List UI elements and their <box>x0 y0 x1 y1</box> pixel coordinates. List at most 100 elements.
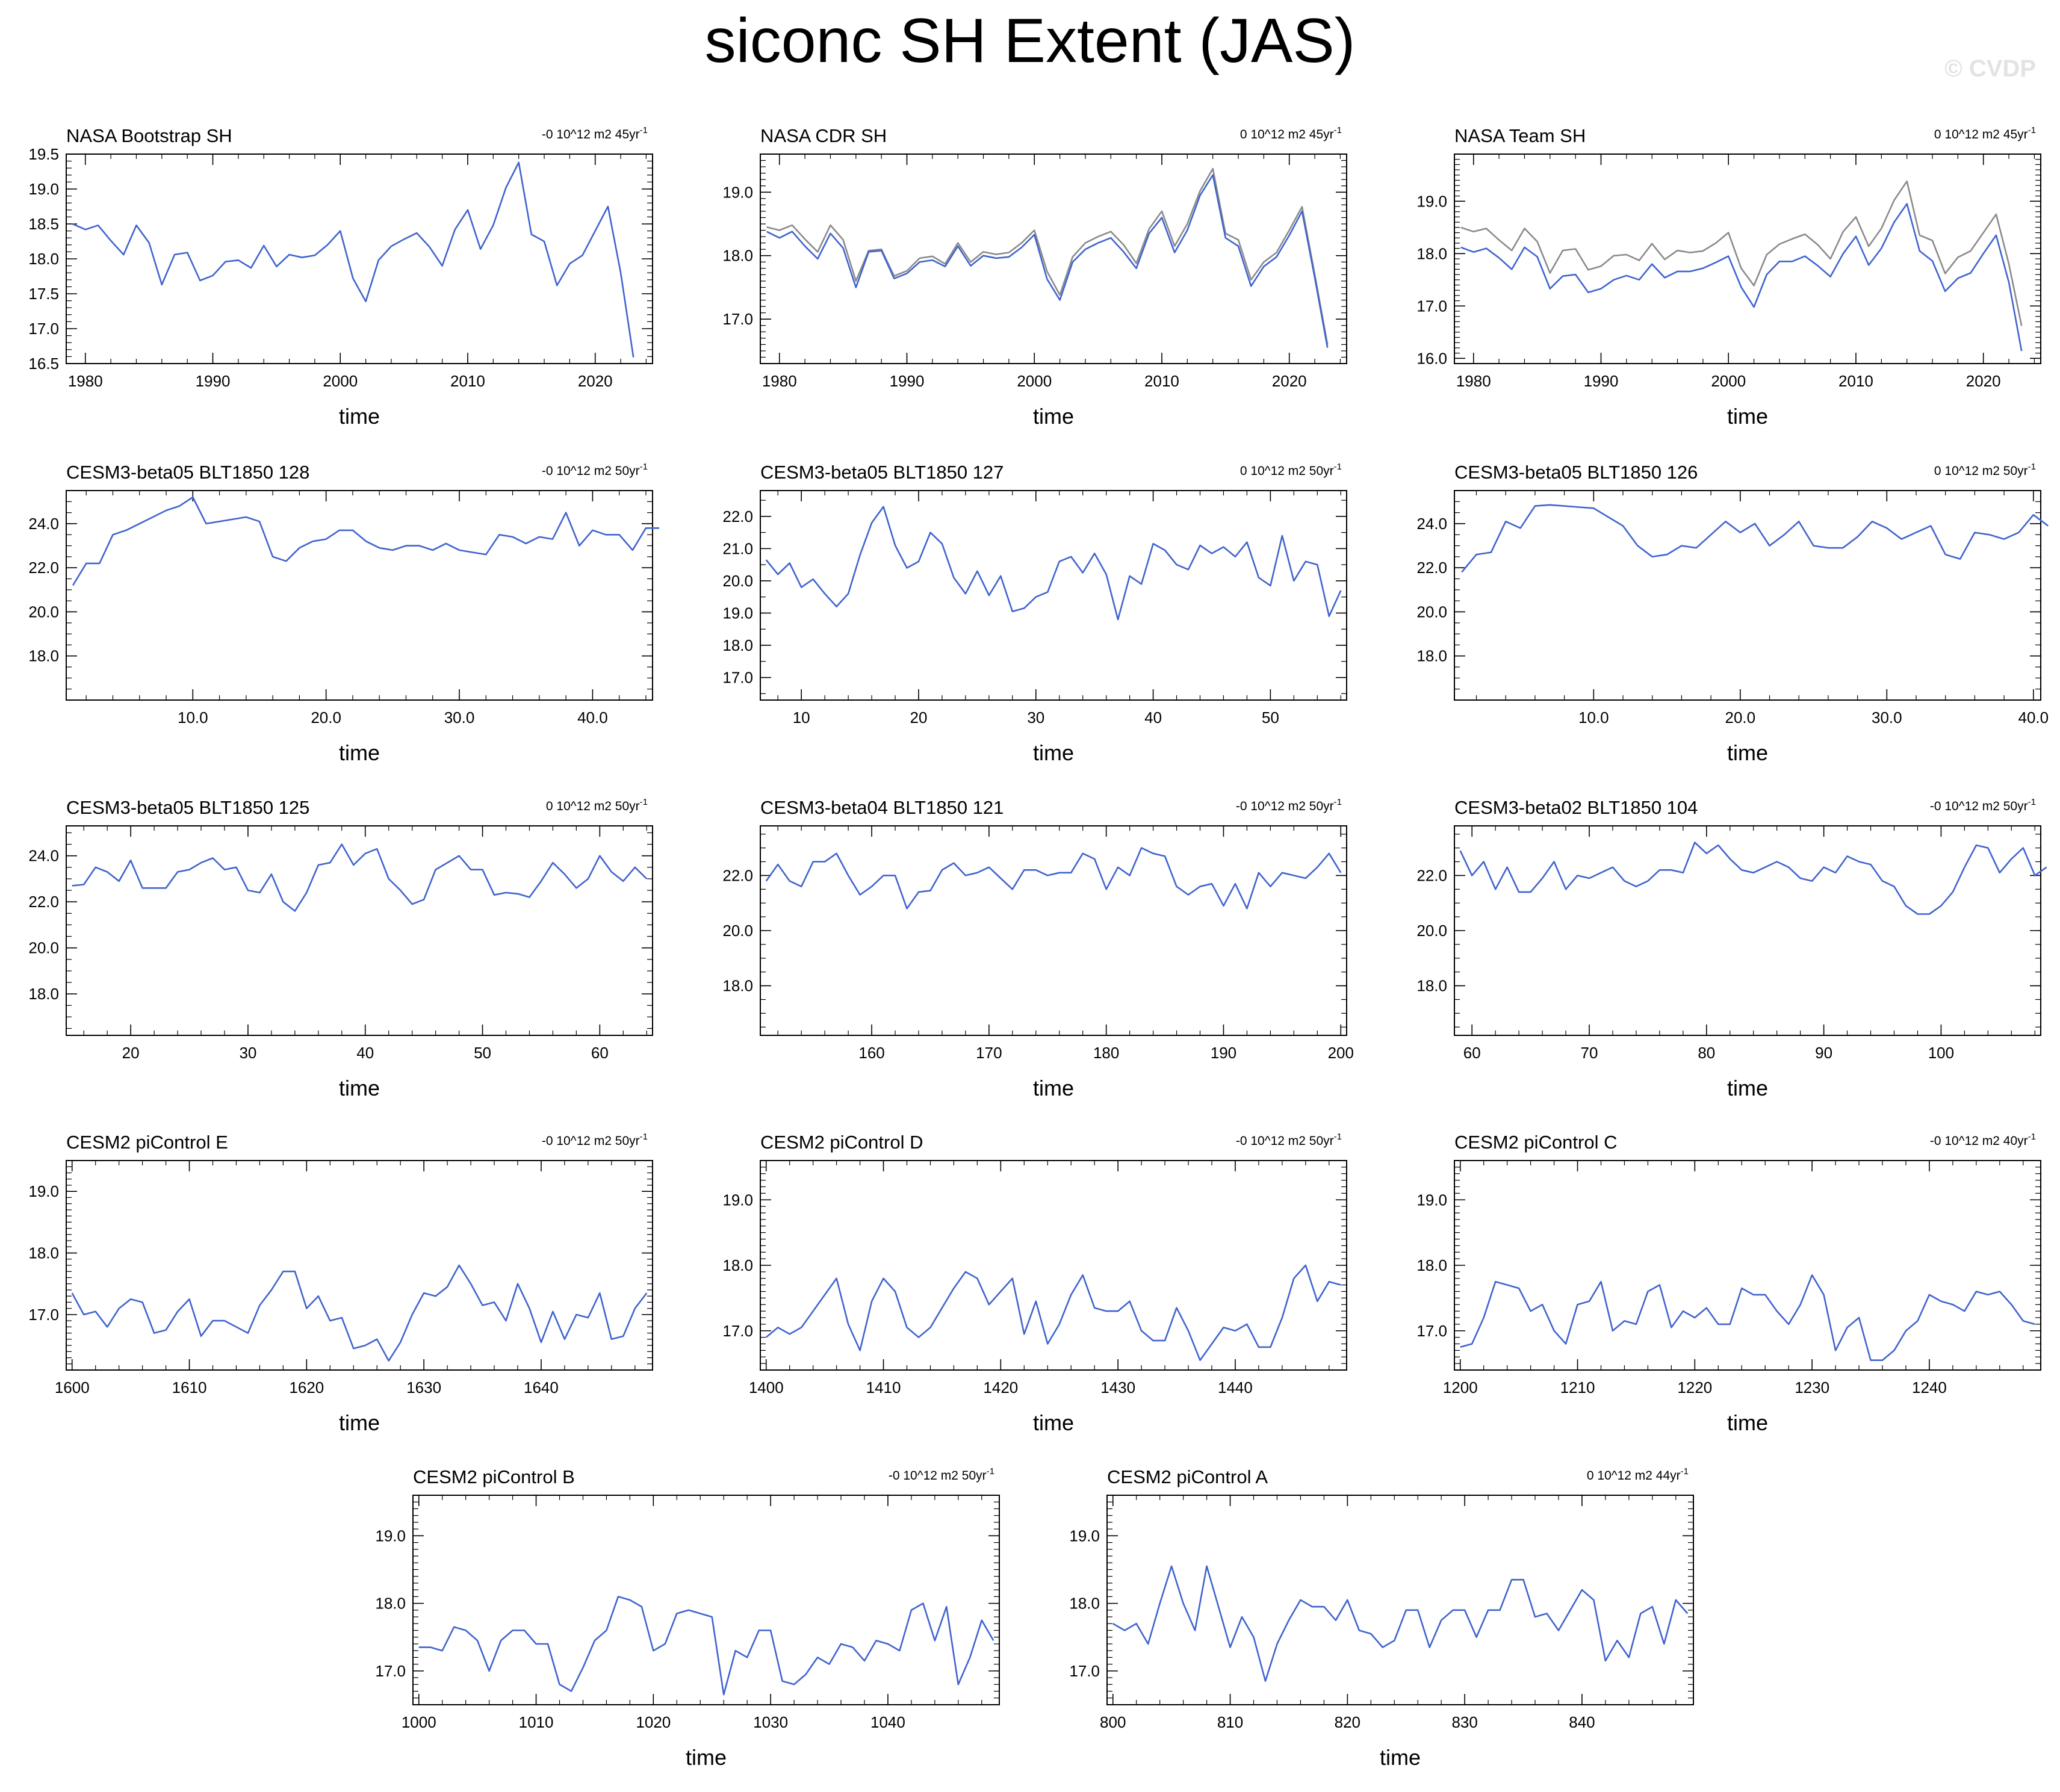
y-tick-label: 20.0 <box>28 939 59 957</box>
panel-info: -0 10^12 m2 50yr-1 <box>1930 797 2036 813</box>
x-tick-label: 1990 <box>196 372 231 390</box>
plot-frame <box>412 1495 1000 1705</box>
page-title: siconc SH Extent (JAS) <box>704 6 1356 76</box>
y-tick-label: 18.0 <box>722 977 753 995</box>
panel-title: NASA Bootstrap SH <box>66 125 232 146</box>
x-axis-label: time <box>1380 1745 1421 1770</box>
panel-title: CESM3-beta04 BLT1850 121 <box>760 797 1004 818</box>
x-axis-label: time <box>339 1076 380 1100</box>
y-tick-label: 18.0 <box>722 636 753 654</box>
x-tick-label: 830 <box>1451 1713 1477 1731</box>
x-tick-label: 80 <box>1698 1044 1715 1062</box>
x-tick-label: 1620 <box>289 1378 324 1397</box>
chart-panel: CESM2 piControl A 0 10^12 m2 44yr-1 800 810… <box>1069 1466 1694 1770</box>
panel-title: CESM2 piControl B <box>413 1466 575 1487</box>
series-line <box>1459 842 2047 915</box>
plot-frame <box>1454 825 2041 1036</box>
x-tick-label: 30 <box>239 1044 256 1062</box>
y-tick-label: 20.0 <box>722 922 753 940</box>
x-tick-label: 820 <box>1335 1713 1360 1731</box>
panel-title: CESM3-beta05 BLT1850 125 <box>66 797 309 818</box>
plot-frame <box>1454 490 2041 701</box>
y-tick-label: 17.0 <box>1416 297 1447 315</box>
panel-info: 0 10^12 m2 50yr-1 <box>1934 462 2036 478</box>
watermark-logo: © CVDP <box>1944 55 2036 82</box>
y-tick-label: 24.0 <box>28 515 59 533</box>
chart-panel: CESM2 piControl C -0 10^12 m2 40yr-1 1200 1… <box>1416 1132 2041 1435</box>
x-tick-label: 2020 <box>1272 372 1307 390</box>
panel-info: -0 10^12 m2 50yr-1 <box>1236 797 1342 813</box>
x-tick-label: 40.0 <box>577 708 608 727</box>
panel-info: 0 10^12 m2 50yr-1 <box>1240 462 1342 478</box>
y-tick-label: 20.0 <box>722 572 753 590</box>
panel-info: -0 10^12 m2 40yr-1 <box>1930 1132 2036 1148</box>
x-tick-label: 1980 <box>1456 372 1491 390</box>
panel-info: -0 10^12 m2 50yr-1 <box>1236 1132 1342 1148</box>
y-tick-label: 19.0 <box>1416 192 1447 210</box>
y-tick-label: 22.0 <box>1416 559 1447 577</box>
x-tick-label: 20.0 <box>1725 708 1756 727</box>
x-tick-label: 1430 <box>1100 1378 1135 1397</box>
y-tick-label: 17.0 <box>375 1662 406 1680</box>
x-axis-label: time <box>1727 1076 1768 1100</box>
y-tick-label: 19.0 <box>28 180 59 198</box>
x-tick-label: 2010 <box>1144 372 1179 390</box>
x-tick-label: 10.0 <box>1578 708 1609 727</box>
y-tick-label: 17.0 <box>722 310 753 328</box>
y-tick-label: 18.0 <box>28 985 59 1003</box>
y-tick-label: 18.0 <box>375 1595 406 1613</box>
series-line <box>72 843 648 912</box>
y-tick-label: 18.0 <box>28 1244 59 1262</box>
chart-panel: CESM3-beta02 BLT1850 104 -0 10^12 m2 50yr… <box>1416 797 2047 1100</box>
plot-frame <box>1454 153 2041 364</box>
x-tick-label: 1230 <box>1795 1378 1829 1397</box>
x-tick-label: 20 <box>122 1044 140 1062</box>
chart-panel: CESM3-beta04 BLT1850 121 -0 10^12 m2 50yr… <box>722 797 1354 1100</box>
x-tick-label: 170 <box>976 1044 1002 1062</box>
panel-info: -0 10^12 m2 50yr-1 <box>889 1466 994 1483</box>
y-tick-label: 19.0 <box>1416 1191 1447 1209</box>
y-tick-label: 20.0 <box>1416 922 1447 940</box>
y-tick-label: 19.0 <box>28 1182 59 1200</box>
panel-title: CESM2 piControl D <box>760 1132 923 1153</box>
panel-info: -0 10^12 m2 50yr-1 <box>542 462 648 478</box>
x-tick-label: 90 <box>1815 1044 1832 1062</box>
chart-panel: CESM3-beta05 BLT1850 128 -0 10^12 m2 50yr… <box>28 462 660 765</box>
plot-frame <box>760 1160 1347 1371</box>
y-tick-label: 24.0 <box>28 847 59 865</box>
panel-title: CESM3-beta05 BLT1850 128 <box>66 462 309 483</box>
panel-title: NASA CDR SH <box>760 125 887 146</box>
x-tick-label: 1410 <box>866 1378 901 1397</box>
x-tick-label: 1010 <box>519 1713 554 1731</box>
series-line <box>1460 1274 2035 1361</box>
chart-panel: CESM3-beta05 BLT1850 126 0 10^12 m2 50yr-… <box>1416 462 2049 765</box>
x-tick-label: 1600 <box>55 1378 90 1397</box>
y-tick-label: 18.0 <box>1416 244 1447 262</box>
chart-panel: NASA Team SH 0 10^12 m2 45yr-1 1980 1990 200… <box>1416 125 2041 429</box>
x-axis-label: time <box>339 740 380 765</box>
x-tick-label: 10 <box>793 708 810 727</box>
x-tick-label: 30 <box>1027 708 1044 727</box>
x-tick-label: 50 <box>1262 708 1279 727</box>
x-tick-label: 70 <box>1581 1044 1598 1062</box>
series-line <box>765 847 1342 910</box>
chart-panel: CESM3-beta05 BLT1850 127 0 10^12 m2 50yr-… <box>722 462 1347 765</box>
plot-frame <box>1454 1160 2041 1371</box>
x-axis-label: time <box>339 404 380 429</box>
x-tick-label: 60 <box>1463 1044 1481 1062</box>
chart-panel: CESM3-beta05 BLT1850 125 0 10^12 m2 50yr-… <box>28 797 653 1100</box>
y-tick-label: 18.0 <box>1416 977 1447 995</box>
x-tick-label: 1630 <box>406 1378 441 1397</box>
panel-info: -0 10^12 m2 50yr-1 <box>542 1132 648 1148</box>
x-axis-label: time <box>1033 1076 1074 1100</box>
x-axis-label: time <box>1033 404 1074 429</box>
panel-title: CESM3-beta05 BLT1850 126 <box>1454 462 1698 483</box>
x-tick-label: 2020 <box>578 372 613 390</box>
x-tick-label: 810 <box>1217 1713 1243 1731</box>
series-line <box>766 174 1329 348</box>
chart-panel: CESM2 piControl E -0 10^12 m2 50yr-1 1600 1… <box>28 1132 653 1435</box>
x-tick-label: 1020 <box>636 1713 671 1731</box>
x-tick-label: 60 <box>591 1044 609 1062</box>
y-tick-label: 18.0 <box>722 1256 753 1274</box>
x-tick-label: 1420 <box>983 1378 1018 1397</box>
